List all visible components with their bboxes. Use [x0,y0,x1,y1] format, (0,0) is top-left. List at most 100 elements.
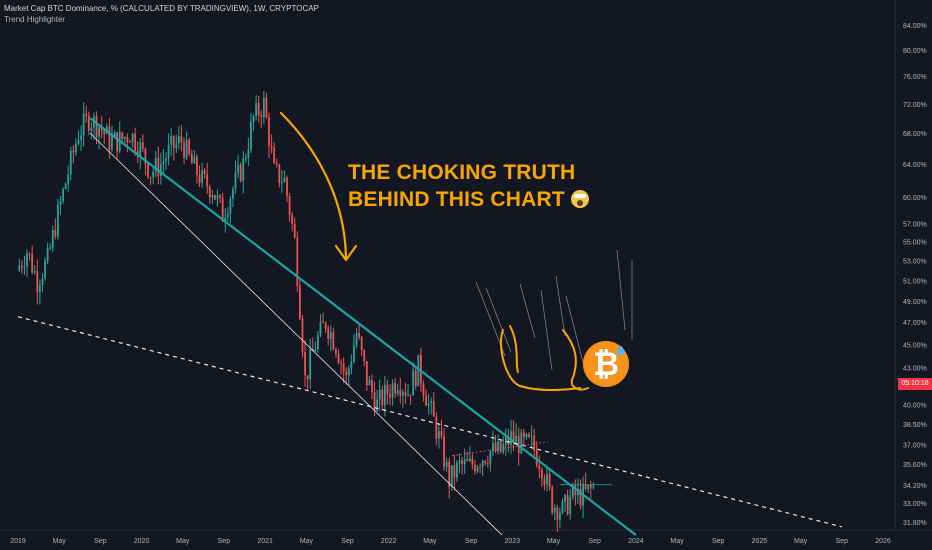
x-tick-label: Sep [836,538,849,545]
candle-body [528,433,530,437]
candle-body [332,332,335,350]
candle-body [391,383,394,398]
candle-body [62,189,64,201]
candle-body [131,133,134,143]
candle-body [77,139,80,144]
indicator-label[interactable]: Trend Highlighter [4,15,66,24]
candle-body [481,460,484,468]
candle-body [170,136,173,145]
y-tick-label: 76.00% [903,74,927,81]
drawn-arm-left-hand [509,325,519,373]
candle-body [90,127,93,131]
candle-body [373,392,376,411]
candle-body [396,390,399,394]
candle-body [257,102,260,116]
candle-body [358,333,361,338]
candle-body [414,370,417,387]
candle-body [232,188,234,200]
candle-body [201,170,203,184]
x-tick-label: May [670,538,684,545]
candle-body [226,213,229,218]
candle-body [322,321,324,323]
candle-body [306,375,309,380]
y-tick-label: 45.00% [903,342,927,349]
candle-body [409,394,412,396]
candle-body [31,254,34,273]
candle-body [275,162,278,165]
candle-body [293,223,296,238]
candle-body [335,349,337,354]
sweat-drop-icon [617,346,624,356]
candle-body [422,383,425,396]
candle-body [561,501,564,513]
candle-body [419,355,422,384]
candle-body [456,462,458,478]
candle-body [123,137,126,139]
candle-body [49,247,52,249]
candle-body [221,197,224,222]
candle-body [566,494,569,515]
y-tick-label: 34.20% [903,483,927,490]
candle-body [497,441,500,452]
y-tick-label: 60.00% [903,195,927,202]
candle-body [466,459,469,461]
candle-body [95,115,98,137]
candle-body [520,432,523,454]
candle-body [479,466,482,468]
candle-body [69,150,72,175]
candle-body [20,265,23,268]
y-tick-label: 57.00% [903,221,927,228]
candle-body [134,133,137,151]
motion-streak [555,275,566,337]
candle-body [59,200,62,205]
candle-body [492,442,494,452]
annotation-arrowhead [334,244,358,262]
candle-body [515,435,518,443]
x-tick-label: May [176,538,190,545]
candle-body [57,204,59,237]
y-tick-label: 53.00% [903,259,927,266]
y-tick-label: 84.00% [903,23,927,30]
x-tick-label: 2022 [381,538,397,545]
candle-body [190,153,193,164]
candle-body [584,484,587,489]
candle-body [443,436,445,467]
candle-body [301,318,304,353]
candle-body [329,332,332,340]
candle-body [504,437,507,445]
candle-body [522,432,525,438]
x-tick-label: Sep [218,538,231,545]
candle-body [273,147,276,163]
candle-body [378,389,381,400]
candle-body [489,451,492,464]
candle-body [85,113,88,116]
candle-body [376,399,379,411]
candle-body [33,271,36,273]
candle-body [327,328,330,340]
candle-body [260,115,263,118]
x-tick-label: Sep [94,538,107,545]
x-tick-label: Sep [341,538,354,545]
candle-body [471,458,474,465]
candle-body [430,401,433,403]
candle-body [540,469,543,479]
main-trendline [89,117,637,536]
candle-body [72,150,75,153]
candle-body [159,164,162,176]
candle-body [476,466,479,472]
consolidation-line [451,441,549,457]
candle-body [23,266,26,268]
candle-body [363,350,366,362]
candle-body [535,450,538,466]
candle-body [309,349,312,380]
candle-body [46,248,49,262]
candle-body [270,146,273,148]
current-price-label: 05:10:18 [898,378,932,390]
candle-body [18,265,21,271]
candle-body [589,485,592,488]
candle-body [553,507,556,513]
candle-body [196,156,198,176]
x-tick-label: 2026 [875,538,891,545]
